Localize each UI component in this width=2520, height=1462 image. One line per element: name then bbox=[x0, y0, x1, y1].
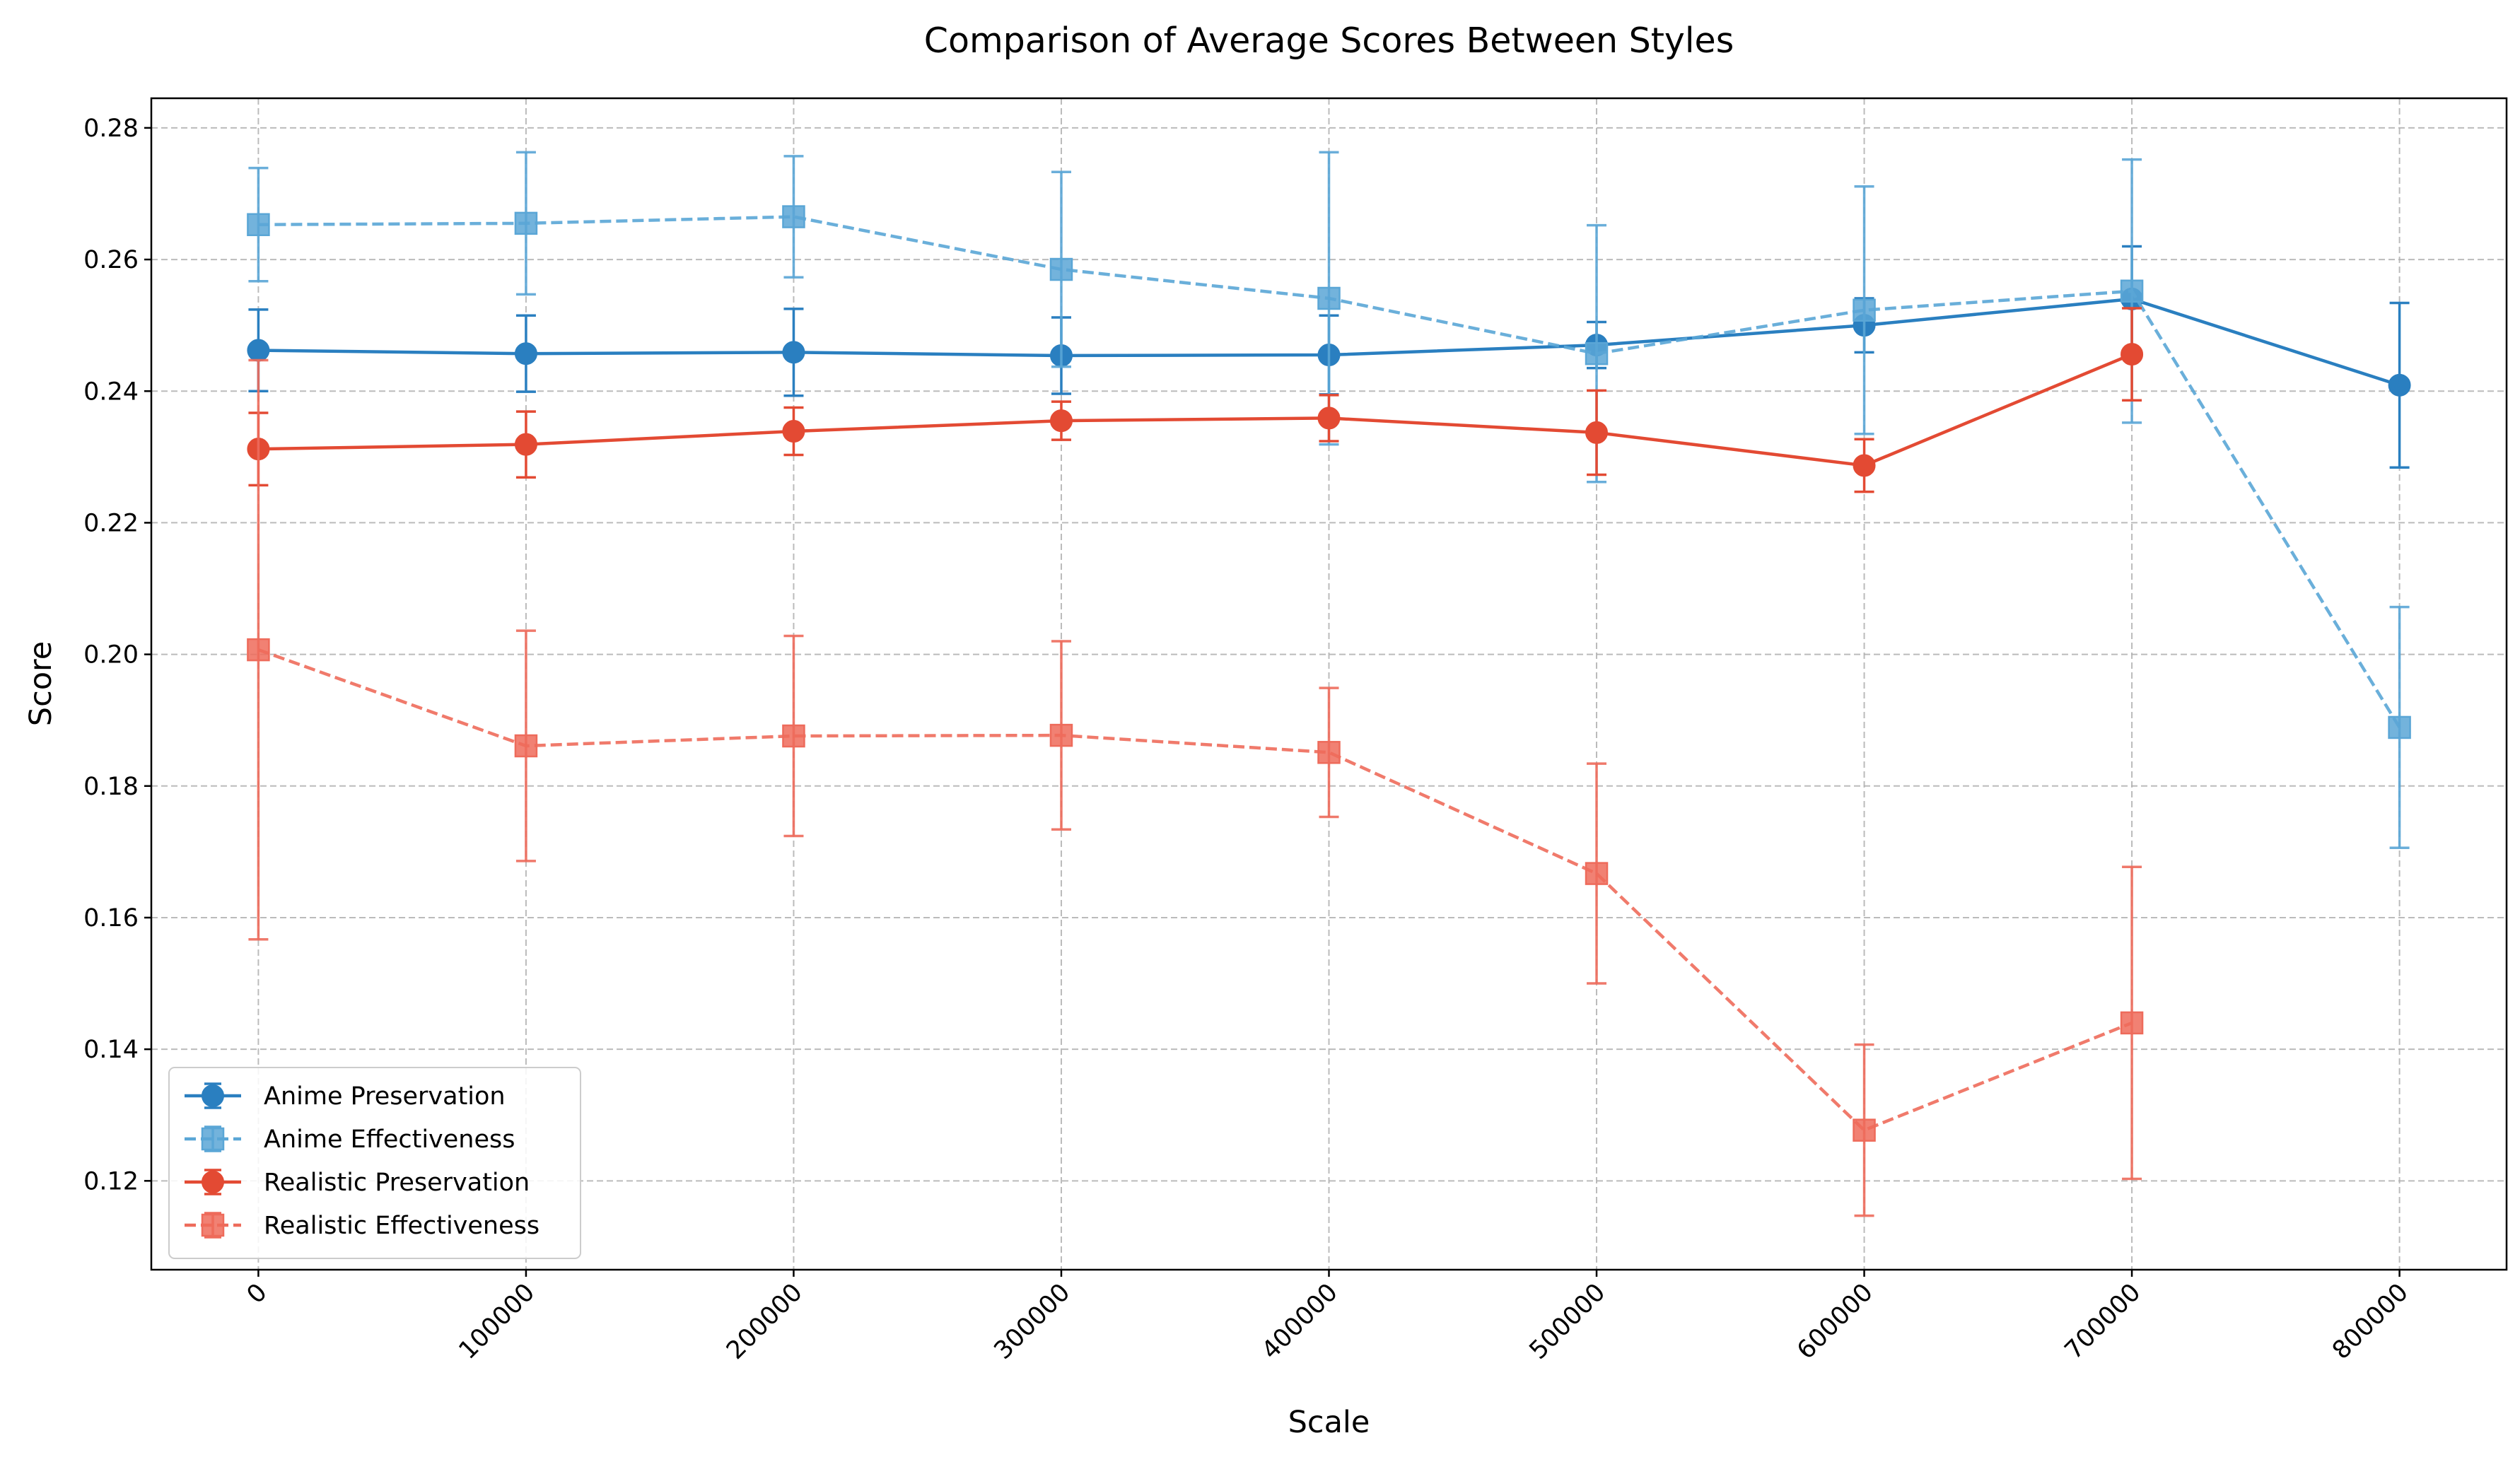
legend-swatch bbox=[185, 1082, 241, 1109]
legend-item-anime-effectiveness: Anime Effectiveness bbox=[185, 1125, 515, 1154]
data-point bbox=[1317, 286, 1341, 310]
data-point bbox=[247, 339, 270, 362]
x-axis-label: Scale bbox=[1288, 1405, 1370, 1440]
legend-label: Realistic Effectiveness bbox=[264, 1212, 539, 1240]
y-tick-label: 0.24 bbox=[83, 378, 139, 406]
legend-swatch-marker bbox=[201, 1213, 225, 1237]
legend-item-realistic-effectiveness: Realistic Effectiveness bbox=[185, 1212, 539, 1240]
y-tick-label: 0.26 bbox=[83, 246, 139, 274]
data-point bbox=[247, 213, 270, 236]
legend-swatch bbox=[185, 1125, 241, 1152]
data-point bbox=[1049, 257, 1073, 281]
data-point bbox=[247, 638, 270, 662]
data-point bbox=[514, 433, 537, 456]
data-point bbox=[514, 342, 537, 366]
y-axis: 0.12 0.14 0.16 0.18 0.20 0.22 0.24 0.26 0.28 bbox=[83, 115, 151, 1195]
data-point bbox=[782, 420, 805, 443]
data-point bbox=[1317, 741, 1341, 764]
legend-label: Realistic Preservation bbox=[264, 1169, 530, 1197]
data-point bbox=[1853, 454, 1876, 477]
legend-label: Anime Effectiveness bbox=[264, 1125, 515, 1154]
y-tick-label: 0.22 bbox=[83, 509, 139, 537]
legend-swatch bbox=[185, 1169, 241, 1195]
series-realistic-preservation bbox=[247, 307, 2144, 493]
data-point bbox=[514, 211, 538, 235]
data-point bbox=[1049, 723, 1073, 747]
series-anime-effectiveness bbox=[247, 151, 2411, 850]
y-tick-label: 0.16 bbox=[83, 904, 139, 932]
legend-swatch bbox=[185, 1212, 241, 1239]
legend-item-realistic-preservation: Realistic Preservation bbox=[185, 1169, 530, 1197]
y-tick-label: 0.18 bbox=[83, 773, 139, 801]
legend-box bbox=[168, 1067, 581, 1259]
y-tick-label: 0.14 bbox=[83, 1036, 139, 1064]
data-point bbox=[1049, 409, 1073, 433]
data-point bbox=[2388, 715, 2411, 739]
chart-title: Comparison of Average Scores Between Sty… bbox=[924, 21, 1734, 61]
legend-item-anime-preservation: Anime Preservation bbox=[185, 1082, 506, 1111]
series-line-realistic-preservation bbox=[258, 353, 2133, 467]
data-point bbox=[514, 734, 538, 758]
series-realistic-effectiveness bbox=[247, 358, 2144, 1217]
data-point bbox=[2120, 1011, 2144, 1035]
legend-swatch-marker bbox=[202, 1171, 224, 1193]
data-point bbox=[2388, 373, 2411, 397]
y-tick-label: 0.12 bbox=[83, 1167, 139, 1195]
legend-swatch-marker bbox=[202, 1084, 224, 1107]
legend: Anime Preservation Anime Effectiveness Rea… bbox=[168, 1067, 581, 1259]
legend-label: Anime Preservation bbox=[264, 1082, 506, 1111]
y-tick-label: 0.28 bbox=[83, 115, 139, 143]
data-point bbox=[782, 724, 805, 748]
data-point bbox=[2120, 279, 2144, 303]
data-point bbox=[1585, 341, 1609, 366]
data-point bbox=[782, 205, 805, 228]
data-point bbox=[782, 341, 805, 364]
data-point bbox=[1853, 1118, 1876, 1142]
legend-swatch-marker bbox=[201, 1127, 225, 1151]
data-point bbox=[1585, 862, 1609, 885]
series-line-realistic-effectiveness bbox=[257, 648, 2133, 1132]
data-point bbox=[1585, 421, 1609, 444]
series-group bbox=[247, 151, 2411, 1217]
data-point bbox=[1317, 407, 1341, 430]
y-axis-label: Score bbox=[23, 641, 59, 726]
data-point bbox=[2121, 343, 2144, 366]
data-point bbox=[1853, 298, 1876, 322]
y-tick-label: 0.20 bbox=[83, 641, 139, 669]
